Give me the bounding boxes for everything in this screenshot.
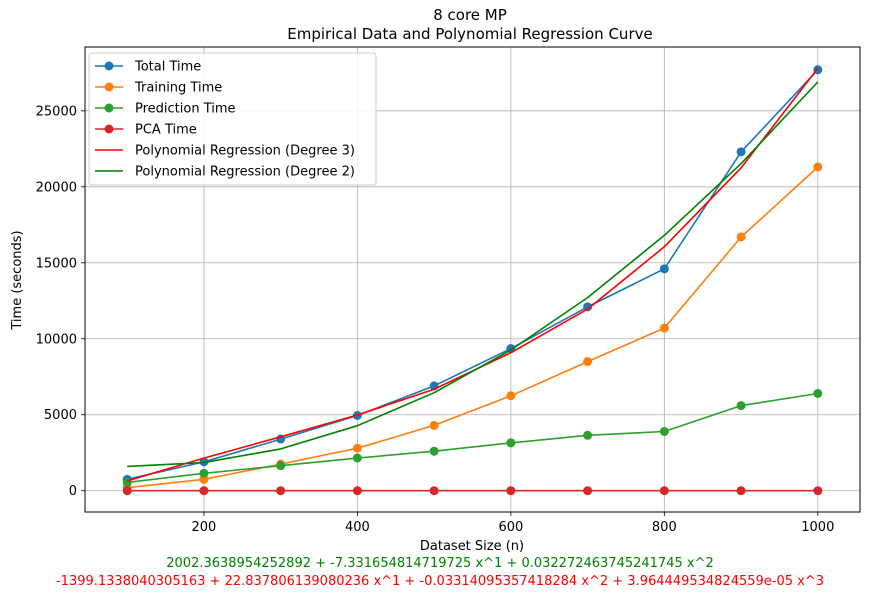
y-tick-label: 25000 [36,104,77,119]
x-tick-label: 800 [652,520,677,535]
data-point [659,426,669,436]
data-point [659,323,669,333]
degree2-equation: 2002.3638954252892 + -7.331654814719725 … [166,556,714,571]
data-point [659,264,669,274]
plot-area [122,65,823,496]
legend-label: Polynomial Regression (Degree 3) [135,144,355,159]
data-point [736,486,746,496]
data-point [736,232,746,242]
legend-entry: PCA Time [95,123,197,138]
series-polynomial-regression-degree-2 [127,81,819,468]
data-point [199,486,209,496]
x-tick-label: 600 [498,520,523,535]
legend-label: Total Time [134,60,201,75]
legend-marker [104,61,114,71]
legend-entry: Training Time [95,81,222,96]
legend-entry: Polynomial Regression (Degree 3) [95,144,355,159]
data-point [506,391,516,401]
y-axis-label: Time (seconds) [10,230,25,330]
legend-label: Training Time [134,81,222,96]
data-point [583,430,593,440]
series-line [127,69,819,481]
legend-entry: Polynomial Regression (Degree 2) [95,165,355,180]
x-axis-label: Dataset Size (n) [420,539,524,554]
degree3-equation: -1399.1338040305163 + 22.837806139080236… [55,574,824,589]
data-point [199,468,209,478]
data-point [583,357,593,367]
chart-title: 8 core MP [433,6,507,24]
data-point [276,486,286,496]
data-point [352,443,362,453]
y-axis: 0 5000 10000 15000 20000 25000 [36,104,85,499]
data-point [736,147,746,157]
data-point [813,486,823,496]
data-point [429,486,439,496]
legend-box [88,52,377,186]
data-point [429,446,439,456]
legend-label: Prediction Time [135,102,236,117]
series-prediction-time [122,388,823,487]
legend-label: Polynomial Regression (Degree 2) [135,165,355,180]
data-point [813,388,823,398]
x-tick-label: 200 [192,520,217,535]
legend-marker [104,103,114,113]
series-training-time [122,162,823,493]
y-tick-label: 15000 [36,256,77,271]
y-tick-label: 5000 [44,408,77,423]
data-point [276,461,286,471]
y-tick-label: 0 [69,484,77,499]
data-point [813,162,823,172]
legend-label: PCA Time [135,123,197,138]
axes-frame [84,46,861,513]
data-point [429,420,439,430]
legend-marker [104,82,114,92]
legend: Total Time Training Time Prediction Time PC… [88,52,377,186]
data-point [659,486,669,496]
y-tick-label: 20000 [36,180,77,195]
data-point [583,486,593,496]
data-point [506,486,516,496]
series-line [127,81,819,468]
series-line [127,392,818,484]
data-point [352,453,362,463]
series-pca-time [122,486,823,496]
x-tick-label: 400 [345,520,370,535]
chart-subtitle: Empirical Data and Polynomial Regression… [287,25,652,43]
data-point [736,401,746,411]
chart-figure: 8 core MP Empirical Data and Polynomial … [10,6,861,554]
x-tick-label: 1000 [801,520,834,535]
x-axis: 200 400 600 800 1000 [192,512,834,535]
data-point [122,486,132,496]
data-point [506,438,516,448]
data-point [583,302,593,312]
y-tick-label: 10000 [36,332,77,347]
series-line [127,166,819,489]
legend-entry: Total Time [95,60,201,75]
data-point [352,486,362,496]
legend-marker [104,124,114,134]
legend-entry: Prediction Time [95,102,236,117]
